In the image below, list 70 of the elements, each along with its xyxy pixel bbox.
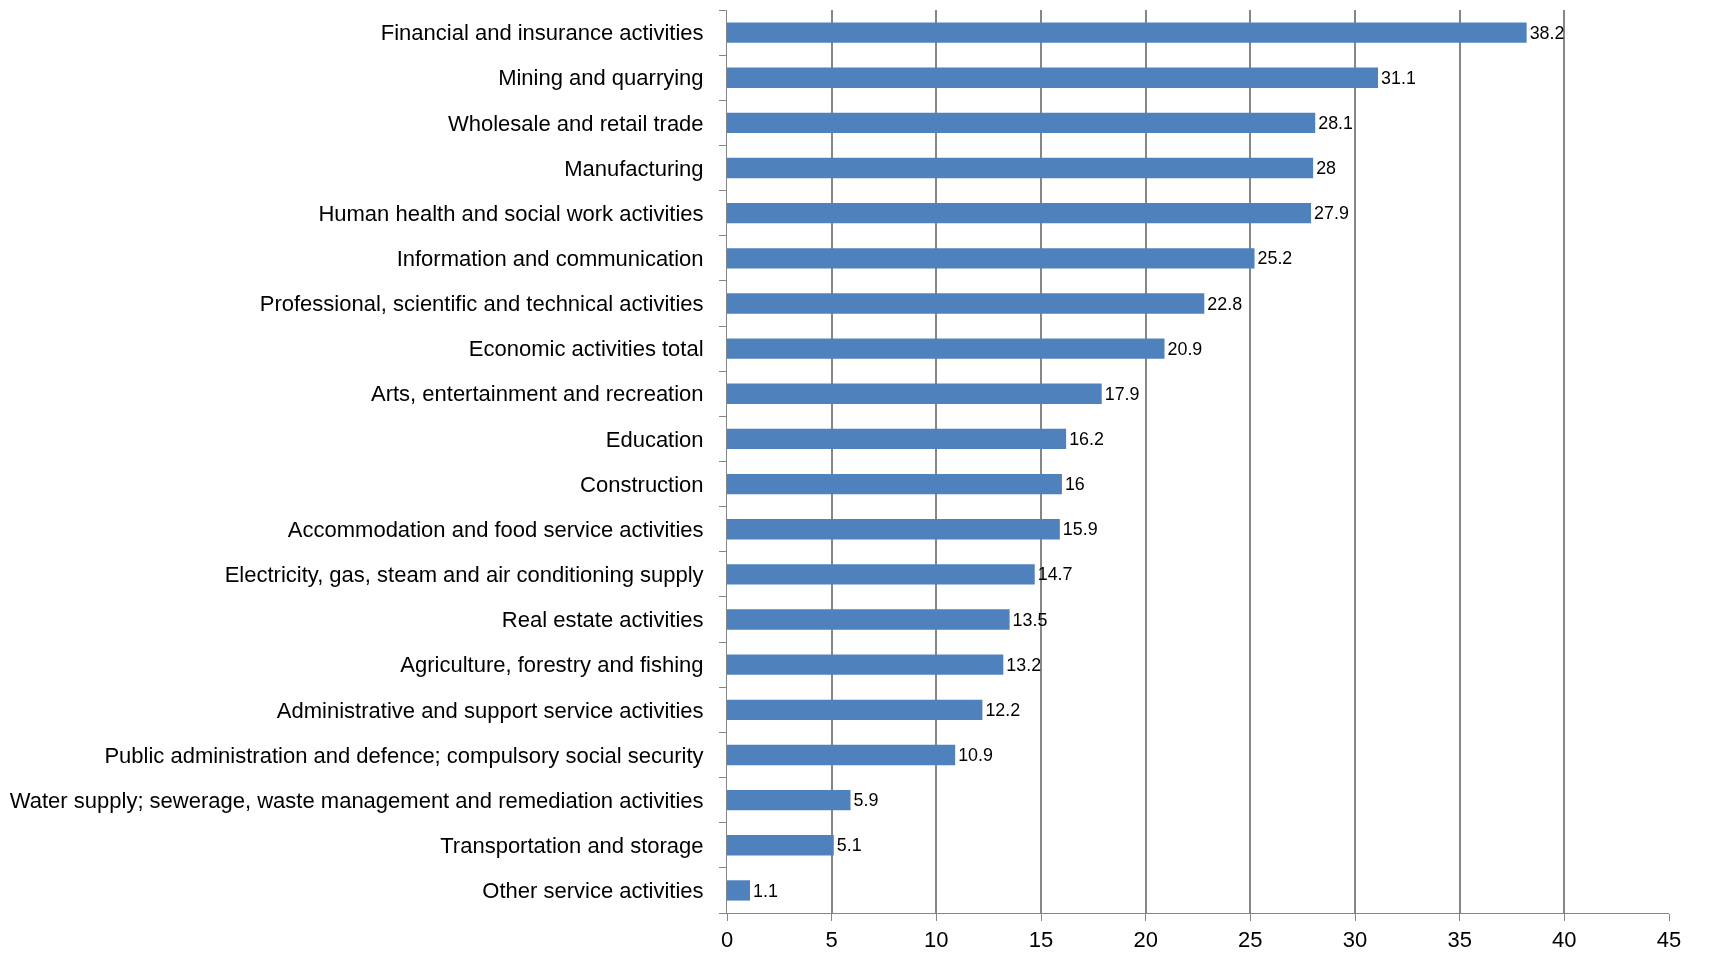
bar bbox=[727, 835, 834, 856]
x-tick-label: 40 bbox=[1552, 927, 1577, 953]
x-tick-label: 15 bbox=[1028, 927, 1054, 953]
bar bbox=[727, 22, 1527, 43]
y-tick-label: Manufacturing bbox=[564, 155, 704, 181]
data-label: 28.1 bbox=[1318, 112, 1354, 133]
y-tick-label: Electricity, gas, steam and air conditioning supply bbox=[224, 562, 704, 588]
y-tick-label: Other service activities bbox=[482, 878, 704, 904]
data-label: 10.9 bbox=[958, 745, 994, 766]
y-tick-label: Accommodation and food service activities bbox=[287, 516, 704, 542]
y-tick-label: Financial and insurance activities bbox=[380, 20, 704, 46]
y-tick-label: Public administration and defence; compulsory social security bbox=[104, 742, 704, 768]
bar bbox=[727, 112, 1316, 134]
data-label: 5.1 bbox=[836, 835, 862, 856]
x-tick-label: 0 bbox=[720, 927, 734, 953]
bar bbox=[727, 383, 1102, 404]
y-tick-label: Human health and social work activities bbox=[318, 200, 704, 226]
bar bbox=[727, 609, 1010, 630]
data-label: 31.1 bbox=[1381, 67, 1416, 88]
bar bbox=[727, 880, 751, 901]
y-tick-label: Professional, scientific and technical activities bbox=[259, 291, 704, 317]
bar bbox=[727, 789, 851, 811]
x-tick-label: 25 bbox=[1238, 927, 1263, 953]
y-tick-label: Agriculture, forestry and fishing bbox=[400, 652, 704, 678]
bar bbox=[727, 428, 1067, 450]
x-tick-label: 35 bbox=[1447, 927, 1472, 953]
data-label: 16 bbox=[1064, 474, 1085, 495]
x-tick-label: 30 bbox=[1342, 927, 1368, 953]
bar bbox=[727, 699, 983, 720]
data-label: 1.1 bbox=[753, 880, 778, 901]
data-label: 38.2 bbox=[1529, 22, 1565, 43]
x-tick-label: 10 bbox=[924, 927, 949, 953]
data-label: 20.9 bbox=[1167, 338, 1203, 359]
x-tick-label: 45 bbox=[1656, 927, 1682, 953]
y-tick-label: Administrative and support service activities bbox=[276, 697, 704, 723]
bar bbox=[727, 157, 1314, 179]
bar bbox=[727, 293, 1205, 314]
data-label: 13.5 bbox=[1012, 609, 1048, 630]
y-tick-label: Construction bbox=[580, 471, 704, 497]
y-tick-label: Information and communication bbox=[396, 246, 704, 272]
bar bbox=[727, 564, 1035, 585]
data-label: 5.9 bbox=[853, 790, 879, 811]
data-label: 17.9 bbox=[1104, 383, 1140, 404]
bar bbox=[727, 744, 956, 766]
bar bbox=[727, 248, 1255, 269]
data-label: 22.8 bbox=[1207, 293, 1243, 314]
bar bbox=[727, 519, 1060, 540]
y-tick-label: Education bbox=[605, 426, 704, 452]
y-tick-label: Mining and quarrying bbox=[498, 65, 704, 91]
y-tick-label: Arts, entertainment and recreation bbox=[370, 381, 704, 407]
data-label: 16.2 bbox=[1069, 429, 1104, 450]
data-label: 27.9 bbox=[1314, 203, 1349, 224]
y-tick-label: Transportation and storage bbox=[440, 832, 704, 858]
data-label: 28 bbox=[1316, 158, 1337, 179]
data-label: 15.9 bbox=[1062, 519, 1098, 540]
bar bbox=[727, 654, 1004, 675]
data-label: 25.2 bbox=[1257, 248, 1293, 269]
y-tick-label: Real estate activities bbox=[501, 607, 704, 633]
x-tick-label: 5 bbox=[825, 927, 838, 953]
data-label: 14.7 bbox=[1037, 564, 1073, 585]
bar bbox=[727, 473, 1062, 495]
x-tick-label: 20 bbox=[1133, 927, 1158, 953]
y-tick-label: Water supply; sewerage, waste management and remediation activities bbox=[9, 787, 704, 813]
data-label: 13.2 bbox=[1006, 654, 1042, 675]
bar bbox=[727, 67, 1379, 88]
y-tick-label: Economic activities total bbox=[468, 336, 704, 362]
bar bbox=[727, 338, 1165, 359]
y-tick-label: Wholesale and retail trade bbox=[448, 110, 704, 136]
data-label: 12.2 bbox=[985, 699, 1021, 720]
bar bbox=[727, 203, 1312, 224]
